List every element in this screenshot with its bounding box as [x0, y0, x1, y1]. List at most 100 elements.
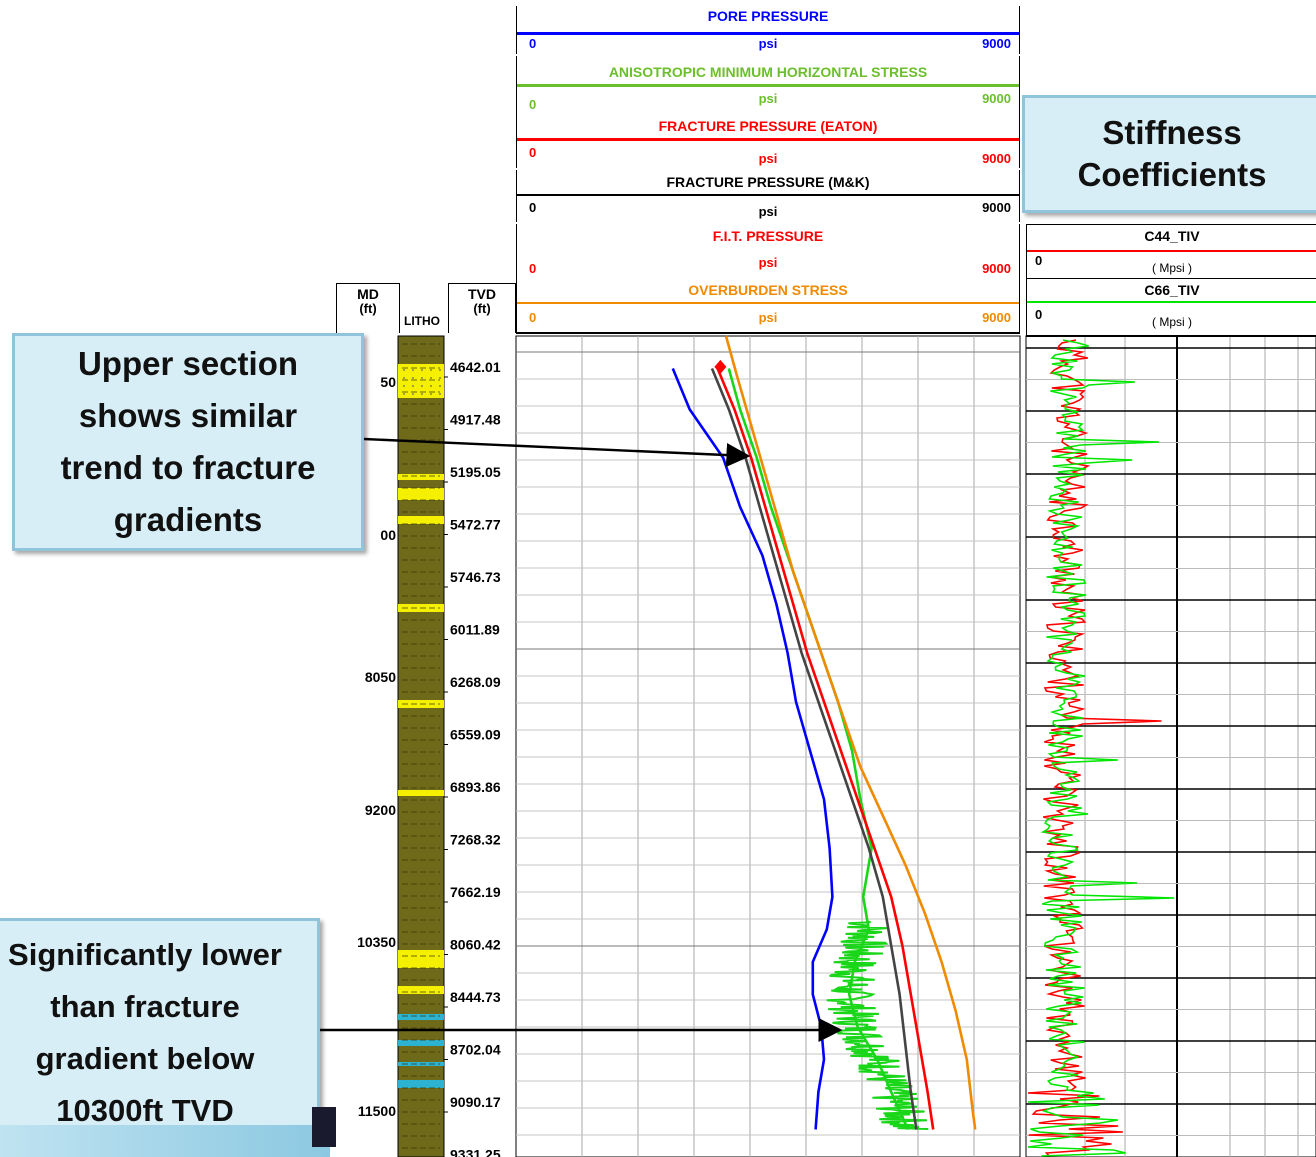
scale-max: 9000 — [982, 261, 1011, 276]
slide-corner-mark — [312, 1107, 336, 1147]
track-header-min-horizontal-stress: ANISOTROPIC MINIMUM HORIZONTAL STRESS 0 … — [516, 56, 1020, 114]
md-depth-label: 9200 — [365, 802, 396, 818]
track-scale-line — [517, 302, 1019, 304]
scale-min: 0 — [529, 36, 537, 51]
callout-lower-text: Significantly lower than fracture gradie… — [8, 937, 282, 1128]
track-scale-line — [517, 84, 1019, 87]
c44-scale-unit: ( Mpsi ) — [1152, 261, 1192, 275]
c44-title: C44_TIV — [1144, 228, 1200, 244]
tvd-depth-label: 6011.89 — [450, 622, 500, 638]
c44-scale-min: 0 — [1035, 253, 1043, 268]
litho-sand-dot — [412, 385, 414, 387]
litho-shale-fill — [397, 335, 445, 1157]
scale-unit: psi — [758, 310, 778, 325]
litho-sand-dot — [403, 393, 405, 395]
litho-sand-band — [398, 364, 444, 398]
callout-stiffness-text: Stiffness Coefficients — [1077, 114, 1267, 193]
fracture-mk-curve — [710, 368, 918, 1130]
scale-min: 0 — [529, 97, 537, 112]
scale-min: 0 — [529, 261, 537, 276]
callout-upper-section: Upper section shows similar trend to fra… — [12, 333, 364, 551]
tvd-depth-label: 5195.05 — [450, 464, 501, 480]
min-horizontal-stress-curve — [727, 368, 910, 1131]
scale-unit: psi — [758, 36, 778, 51]
md-depth-label: 11500 — [358, 1103, 396, 1119]
c66-tiv-curve — [1027, 339, 1175, 1157]
tvd-depth-label: 4642.01 — [450, 359, 501, 375]
tvd-depth-label: 7268.32 — [450, 832, 501, 848]
c66-scale-min: 0 — [1035, 307, 1043, 322]
litho-sand-band — [398, 986, 444, 994]
tvd-depth-label: 5746.73 — [450, 569, 501, 585]
tvd-unit: (ft) — [473, 301, 491, 316]
callout-arrows — [320, 437, 843, 1042]
scale-max: 9000 — [982, 310, 1011, 325]
litho-sand-band — [398, 474, 444, 480]
scale-max: 9000 — [982, 151, 1011, 166]
track-title: FRACTURE PRESSURE (EATON) — [658, 118, 878, 134]
scale-min: 0 — [529, 200, 537, 215]
slide-corner-decoration — [0, 1125, 330, 1157]
tvd-depth-label: 4917.48 — [450, 412, 501, 428]
track-title: FRACTURE PRESSURE (M&K) — [666, 174, 870, 190]
tvd-depth-label: 6559.09 — [450, 727, 501, 743]
litho-sand-dot — [430, 393, 432, 395]
tvd-depth-label: 8060.42 — [450, 937, 501, 953]
callout-lower-section: Significantly lower than fracture gradie… — [0, 918, 320, 1148]
track-header-fit-pressure: F.I.T. PRESSURE 0 psi 9000 — [516, 224, 1020, 278]
litho-sand-dot — [403, 369, 405, 371]
tvd-label: TVD — [468, 286, 496, 302]
pressure-track-grid — [515, 335, 1021, 1157]
tvd-depth-label: 8444.73 — [450, 989, 501, 1005]
litho-sand-dot — [403, 385, 405, 387]
track-scale-line — [517, 194, 1019, 196]
track-title: ANISOTROPIC MINIMUM HORIZONTAL STRESS — [608, 64, 928, 80]
litho-sand-dot — [412, 369, 414, 371]
tvd-header: TVD (ft) — [448, 283, 516, 333]
md-depth-label: 50 — [380, 374, 396, 390]
tvd-depth-label: 5472.77 — [450, 517, 501, 533]
litho-sand-dot — [430, 385, 432, 387]
scale-max: 9000 — [982, 36, 1011, 51]
litho-sand-dot — [412, 393, 414, 395]
c66-scale-line — [1027, 301, 1316, 303]
litho-carbonate-band — [398, 1080, 444, 1088]
litho-sand-band — [398, 790, 444, 796]
arrow-upper — [363, 437, 751, 468]
track-scale-line — [517, 32, 1019, 35]
depth-labels: 4642.01 4917.48 5195.05 5472.77 5746.73 6011.… — [357, 359, 501, 1157]
callout-stiffness-coefficients: Stiffness Coefficients — [1022, 95, 1316, 213]
c66-scale-unit: ( Mpsi ) — [1152, 315, 1192, 329]
fit-pressure-marker — [714, 359, 727, 374]
pressure-curves — [671, 335, 977, 1131]
md-label: MD — [357, 286, 379, 302]
litho-sand-dot — [439, 369, 441, 371]
pressure-track-frame — [515, 335, 1021, 1157]
track-title: F.I.T. PRESSURE — [712, 228, 824, 244]
tvd-depth-label: 9331.25 — [450, 1147, 501, 1157]
min-horizontal-stress-noise — [826, 920, 929, 1130]
scale-unit: psi — [758, 255, 778, 270]
litho-label: LITHO — [404, 314, 440, 328]
litho-sand-band — [398, 488, 444, 500]
scale-unit: psi — [758, 204, 778, 219]
callout-upper-text: Upper section shows similar trend to fra… — [60, 345, 316, 538]
c66-title: C66_TIV — [1144, 282, 1200, 298]
track-scale-line — [517, 138, 1019, 141]
scale-unit: psi — [758, 91, 778, 106]
stiffness-curves — [1027, 339, 1175, 1157]
litho-sand-dot — [439, 377, 441, 379]
md-header: MD (ft) — [336, 283, 400, 333]
litho-carbonate-band — [398, 1014, 444, 1020]
track-header-c44: C44_TIV 0 ( Mpsi ) — [1026, 224, 1316, 279]
track-header-fracture-mk: FRACTURE PRESSURE (M&K) 0 psi 9000 — [516, 170, 1020, 222]
litho-sand-dot — [430, 377, 432, 379]
litho-sand-dot — [430, 369, 432, 371]
litho-sand-dot — [421, 385, 423, 387]
c44-scale-line — [1027, 250, 1316, 252]
track-title: PORE PRESSURE — [707, 8, 829, 24]
litho-column — [397, 335, 445, 1157]
litho-carbonate-band — [398, 1040, 444, 1046]
litho-sand-dot — [439, 385, 441, 387]
litho-sand-dot — [421, 393, 423, 395]
